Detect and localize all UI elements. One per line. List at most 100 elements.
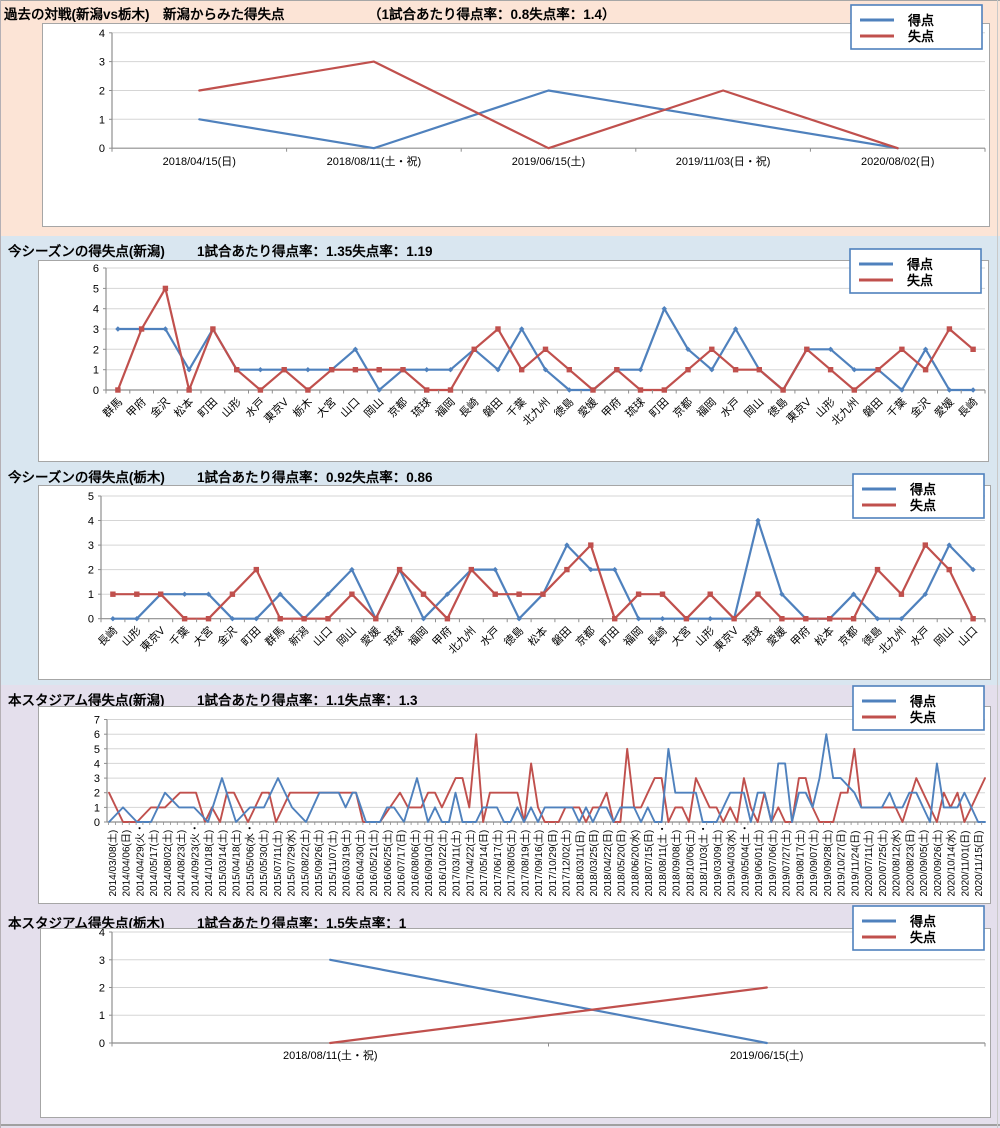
svg-text:2019/11/03(日・祝): 2019/11/03(日・祝) [676,154,771,168]
svg-text:2016/03/19(土): 2016/03/19(土) [340,830,353,897]
svg-text:6: 6 [94,729,100,741]
svg-text:2015/07/11(土): 2015/07/11(土) [271,831,284,897]
svg-text:2019/08/17(土): 2019/08/17(土) [793,830,806,897]
svg-text:2020/08/12(水): 2020/08/12(水) [891,830,903,897]
svg-text:3: 3 [99,955,105,967]
svg-text:0: 0 [94,817,100,829]
svg-text:2016/05/21(土): 2016/05/21(土) [367,830,380,897]
svg-text:2015/05/06(水・祝): 2015/05/06(水・祝) [243,810,256,897]
svg-text:2017/06/17(土): 2017/06/17(土) [491,830,504,897]
svg-text:2018/08/11(土・祝): 2018/08/11(土・祝) [283,1048,378,1062]
svg-text:2019/06/15(土): 2019/06/15(土) [730,1049,803,1062]
svg-text:2019/07/27(土): 2019/07/27(土) [780,830,793,897]
svg-text:2018/07/15(日): 2018/07/15(日) [644,830,655,897]
svg-text:2017/10/29(日): 2017/10/29(日) [548,830,559,897]
svg-text:2018/08/11(土・祝): 2018/08/11(土・祝) [327,154,422,168]
svg-text:得点: 得点 [909,482,936,497]
svg-text:0: 0 [88,614,94,626]
svg-text:0: 0 [99,143,105,155]
svg-text:2019/05/04(土・祝): 2019/05/04(土・祝) [738,810,751,897]
svg-text:得点: 得点 [906,257,933,272]
svg-text:2019/10/27(日): 2019/10/27(日) [837,830,848,897]
svg-text:2017/04/22(土): 2017/04/22(土) [463,830,476,897]
svg-text:失点: 失点 [910,710,936,725]
svg-text:2019/07/06(土): 2019/07/06(土) [766,830,779,897]
svg-text:2019/04/03(水): 2019/04/03(水) [726,830,738,897]
svg-text:2: 2 [88,565,94,577]
svg-text:得点: 得点 [907,13,934,28]
svg-text:2018/03/25(日): 2018/03/25(日) [589,830,600,897]
svg-text:5: 5 [94,744,100,756]
svg-text:3: 3 [88,540,94,552]
svg-text:2020/09/05(土): 2020/09/05(土) [917,830,930,897]
svg-text:2020/08/02(日): 2020/08/02(日) [861,156,934,168]
svg-text:4: 4 [99,927,105,939]
svg-text:2014/09/23(火・祝): 2014/09/23(火・祝) [188,810,201,897]
svg-text:得点: 得点 [909,914,936,929]
svg-text:2014/08/23(土): 2014/08/23(土) [175,830,188,897]
svg-text:2018/10/06(土): 2018/10/06(土) [683,830,696,897]
svg-text:2014/08/02(土): 2014/08/02(土) [161,830,174,897]
svg-text:3: 3 [94,773,100,785]
svg-text:1: 1 [99,1010,105,1022]
svg-text:2017/08/05(土): 2017/08/05(土) [505,830,518,897]
svg-text:2017/05/14(日): 2017/05/14(日) [479,830,490,897]
svg-text:2016/09/10(土): 2016/09/10(土) [422,830,435,897]
svg-text:2015/07/29(水): 2015/07/29(水) [286,830,298,897]
svg-text:1: 1 [88,589,94,601]
svg-text:2014/03/08(土): 2014/03/08(土) [106,830,119,897]
svg-text:1: 1 [93,365,99,377]
svg-text:1: 1 [99,114,105,126]
svg-text:2015/11/07(土): 2015/11/07(土) [326,831,339,897]
svg-text:失点: 失点 [908,29,934,44]
svg-text:2020/07/25(土): 2020/07/25(土) [876,830,889,897]
svg-text:2018/05/20(日): 2018/05/20(日) [617,830,628,897]
svg-text:2018/06/20(水): 2018/06/20(水) [629,830,641,897]
svg-text:2017/03/11(土): 2017/03/11(土) [450,831,463,897]
svg-text:2017/12/02(土): 2017/12/02(土) [560,830,573,897]
svg-text:5: 5 [93,283,99,295]
svg-text:失点: 失点 [907,273,933,288]
svg-text:2020/10/14(水): 2020/10/14(水) [946,830,958,897]
svg-text:2014/10/18(土): 2014/10/18(土) [202,830,215,897]
svg-text:1: 1 [94,802,100,814]
svg-text:2016/04/30(土): 2016/04/30(土) [353,830,366,897]
svg-text:2019/03/09(土): 2019/03/09(土) [711,830,724,897]
svg-text:2016/08/06(土): 2016/08/06(土) [408,830,421,897]
svg-text:4: 4 [99,28,105,40]
svg-text:2017/08/19(土): 2017/08/19(土) [518,830,531,897]
svg-text:2018/04/15(日): 2018/04/15(日) [163,156,236,168]
svg-text:2015/03/14(土): 2015/03/14(土) [216,830,229,897]
svg-text:2014/05/17(土): 2014/05/17(土) [147,830,160,897]
svg-text:2019/09/28(土): 2019/09/28(土) [821,830,834,897]
svg-text:2018/09/08(土): 2018/09/08(土) [670,830,683,897]
svg-text:2018/04/22(日): 2018/04/22(日) [603,830,614,897]
svg-text:得点: 得点 [909,694,936,709]
svg-text:3: 3 [99,57,105,69]
svg-text:2: 2 [93,344,99,356]
svg-text:2019/11/24(日): 2019/11/24(日) [850,831,861,897]
svg-text:2020/11/01(日): 2020/11/01(日) [960,831,971,897]
svg-text:2019/09/07(土): 2019/09/07(土) [807,830,820,897]
svg-text:2016/07/17(日): 2016/07/17(日) [397,830,408,897]
svg-text:6: 6 [93,263,99,275]
svg-text:2015/08/22(土): 2015/08/22(土) [298,830,311,897]
svg-text:4: 4 [94,758,100,770]
svg-text:5: 5 [88,491,94,503]
svg-text:2018/11/03(土・祝): 2018/11/03(土・祝) [697,811,710,897]
svg-text:2020/09/26(土): 2020/09/26(土) [931,830,944,897]
svg-text:2016/06/25(土): 2016/06/25(土) [381,830,394,897]
svg-text:2020/07/11(土): 2020/07/11(土) [862,831,875,897]
svg-text:2015/05/30(土): 2015/05/30(土) [257,830,270,897]
svg-text:2016/10/22(土): 2016/10/22(土) [436,830,449,897]
svg-text:2: 2 [99,86,105,98]
svg-text:2019/06/15(土): 2019/06/15(土) [512,155,585,168]
svg-text:2020/11/15(日): 2020/11/15(日) [974,831,985,897]
svg-text:4: 4 [88,516,94,528]
svg-text:失点: 失点 [910,930,936,945]
svg-text:2018/03/11(日): 2018/03/11(日) [575,831,586,897]
svg-text:2017/09/16(土): 2017/09/16(土) [532,830,545,897]
svg-text:0: 0 [99,1038,105,1050]
svg-text:2: 2 [99,983,105,995]
svg-text:失点: 失点 [910,498,936,513]
